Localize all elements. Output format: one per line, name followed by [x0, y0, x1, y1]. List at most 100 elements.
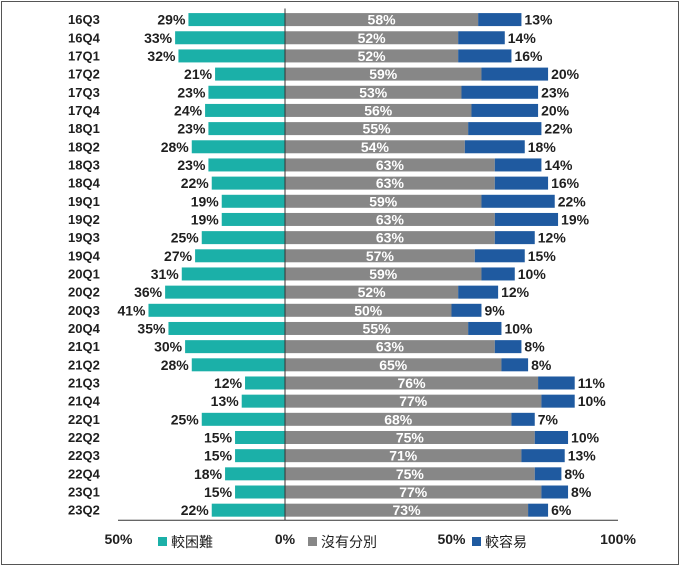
legend-label: 較困難 [171, 534, 213, 550]
bar-more-difficult [241, 394, 285, 408]
category-label: 20Q1 [68, 266, 100, 281]
data-label-easier: 7% [538, 411, 559, 427]
data-label-easier: 14% [544, 157, 573, 173]
bar-easier [481, 267, 515, 281]
bar-no-difference [285, 194, 482, 208]
bar-more-difficult [188, 13, 285, 27]
bar-no-difference [285, 267, 482, 281]
bar-no-difference [285, 285, 459, 299]
category-label: 19Q1 [68, 194, 100, 209]
bar-no-difference [285, 212, 495, 226]
data-label-more-difficult: 23% [177, 157, 206, 173]
data-label-no-difference: 63% [376, 211, 405, 227]
data-label-easier: 20% [551, 66, 580, 82]
bar-easier [494, 231, 535, 245]
data-label-more-difficult: 24% [174, 102, 203, 118]
bar-easier [458, 49, 512, 63]
bar-more-difficult [168, 321, 285, 335]
bar-easier [458, 285, 499, 299]
category-label: 19Q2 [68, 212, 100, 227]
data-label-easier: 20% [541, 102, 570, 118]
bar-no-difference [285, 67, 482, 81]
data-label-no-difference: 52% [358, 30, 387, 46]
data-label-easier: 11% [578, 375, 606, 391]
data-label-easier: 13% [524, 12, 553, 28]
bar-no-difference [285, 140, 465, 154]
bar-more-difficult [181, 267, 285, 281]
bar-no-difference [285, 340, 495, 354]
bar-no-difference [285, 176, 495, 190]
data-label-no-difference: 53% [359, 84, 388, 100]
bar-easier [478, 13, 522, 27]
bar-no-difference [285, 103, 472, 117]
bar-easier [464, 140, 525, 154]
x-tick-label: 50% [104, 531, 133, 547]
bar-easier [541, 485, 569, 499]
data-label-no-difference: 54% [361, 139, 390, 155]
category-label: 16Q3 [68, 12, 100, 27]
category-label: 18Q2 [68, 139, 100, 154]
bar-more-difficult [191, 358, 285, 372]
category-label: 18Q4 [68, 176, 101, 191]
legend-swatch [472, 537, 481, 546]
bar-easier [494, 340, 522, 354]
bar-no-difference [285, 249, 475, 263]
data-label-easier: 16% [514, 48, 543, 64]
data-label-easier: 10% [518, 266, 547, 282]
data-label-easier: 12% [538, 230, 567, 246]
x-tick-label: 100% [600, 531, 636, 547]
bar-no-difference [285, 231, 495, 245]
bar-no-difference [285, 358, 502, 372]
data-label-more-difficult: 30% [154, 339, 183, 355]
bar-more-difficult [221, 212, 285, 226]
data-label-easier: 23% [541, 84, 570, 100]
bar-no-difference [285, 412, 512, 426]
bar-no-difference [285, 430, 535, 444]
bar-more-difficult [208, 158, 285, 172]
bar-easier [461, 85, 539, 99]
category-label: 18Q1 [68, 121, 100, 136]
bar-easier [458, 31, 505, 45]
bar-more-difficult [191, 140, 285, 154]
data-label-easier: 10% [571, 429, 600, 445]
bar-easier [541, 394, 575, 408]
bar-no-difference [285, 49, 459, 63]
data-label-more-difficult: 21% [184, 66, 213, 82]
category-label: 22Q2 [68, 430, 100, 445]
data-label-more-difficult: 27% [164, 248, 193, 264]
bar-no-difference [285, 303, 452, 317]
data-label-more-difficult: 12% [214, 375, 243, 391]
bar-no-difference [285, 449, 522, 463]
category-label: 17Q4 [68, 103, 101, 118]
bar-more-difficult [185, 340, 285, 354]
bar-easier [451, 303, 482, 317]
category-label: 22Q1 [68, 412, 100, 427]
bar-easier [538, 376, 575, 390]
legend-label: 較容易 [485, 534, 527, 550]
bar-more-difficult [201, 231, 285, 245]
data-label-more-difficult: 41% [117, 302, 146, 318]
data-label-no-difference: 55% [363, 320, 392, 336]
data-label-more-difficult: 28% [161, 357, 190, 373]
bar-no-difference [285, 503, 529, 517]
data-label-no-difference: 52% [358, 284, 387, 300]
data-label-no-difference: 58% [368, 12, 397, 28]
data-label-no-difference: 75% [396, 429, 425, 445]
bar-easier [494, 158, 542, 172]
bar-more-difficult [201, 412, 285, 426]
category-label: 20Q4 [68, 321, 101, 336]
category-label: 19Q3 [68, 230, 100, 245]
bar-easier [534, 430, 569, 444]
bar-easier [481, 194, 555, 208]
data-label-more-difficult: 22% [181, 175, 210, 191]
data-label-no-difference: 77% [399, 393, 428, 409]
data-label-easier: 8% [524, 339, 545, 355]
data-label-easier: 22% [544, 121, 573, 137]
bar-more-difficult [225, 467, 285, 481]
data-label-no-difference: 59% [369, 66, 398, 82]
data-label-more-difficult: 15% [204, 484, 233, 500]
data-label-more-difficult: 18% [194, 466, 223, 482]
data-label-more-difficult: 25% [171, 230, 200, 246]
x-tick-label: 50% [437, 531, 466, 547]
